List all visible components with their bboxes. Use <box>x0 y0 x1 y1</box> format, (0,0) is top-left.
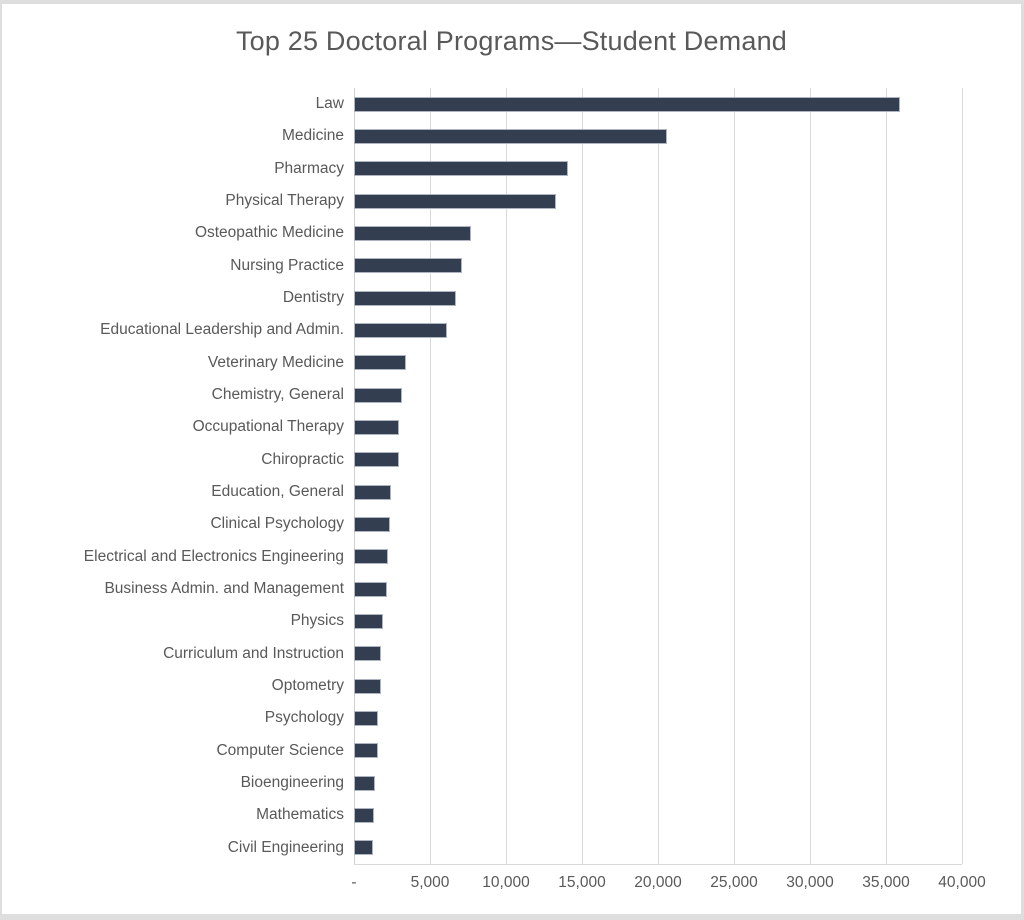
category-label: Optometry <box>271 677 344 695</box>
chart-row <box>354 282 962 314</box>
gridline <box>506 88 507 864</box>
x-tick-label: 30,000 <box>786 873 834 891</box>
chart-row <box>354 347 962 379</box>
category-label: Educational Leadership and Admin. <box>100 321 344 339</box>
chart-row <box>354 767 962 799</box>
category-label: Medicine <box>281 127 344 145</box>
chart-row <box>354 153 962 185</box>
chart-title: Top 25 Doctoral Programs—Student Demand <box>235 26 788 56</box>
x-tick-label: 25,000 <box>710 873 758 891</box>
bar-chemistry-general <box>354 387 402 403</box>
bar-medicine <box>354 128 668 144</box>
x-tick-label: 35,000 <box>862 873 910 891</box>
chart-row <box>354 508 962 540</box>
chart-row <box>354 444 962 476</box>
chart-row <box>354 670 962 702</box>
category-label: Veterinary Medicine <box>207 353 344 371</box>
chart-row <box>354 314 962 346</box>
bar-law <box>354 96 900 112</box>
gridline <box>354 88 355 864</box>
category-label: Psychology <box>264 709 344 727</box>
category-label: Pharmacy <box>274 159 344 177</box>
x-tick-label: 5,000 <box>410 873 450 891</box>
gridline <box>734 88 735 864</box>
bar-chart: Law Medicine Pharmacy Physical Therapy Osteo… <box>14 88 986 891</box>
chart-row <box>354 799 962 831</box>
gridline <box>962 88 963 864</box>
category-label: Bioengineering <box>240 774 344 792</box>
category-label: Physics <box>290 612 344 630</box>
category-label: Curriculum and Instruction <box>163 644 344 662</box>
bar-chiropractic <box>354 452 399 468</box>
chart-row <box>354 411 962 443</box>
category-label: Civil Engineering <box>227 838 344 856</box>
bar-electrical-and-electronics-engineering <box>354 549 389 565</box>
category-label: Osteopathic Medicine <box>194 224 344 242</box>
bar-bioengineering <box>354 775 375 791</box>
bar-osteopathic-medicine <box>354 225 472 241</box>
chart-row <box>354 217 962 249</box>
chart-row <box>354 541 962 573</box>
x-tick-label: 15,000 <box>558 873 606 891</box>
chart-row <box>354 573 962 605</box>
category-label: Business Admin. and Management <box>104 580 344 598</box>
category-label: Mathematics <box>256 806 344 824</box>
category-label: Dentistry <box>282 289 344 307</box>
category-label: Nursing Practice <box>230 256 344 274</box>
plot-area: - 5,000 10,000 15,000 20,000 25,000 30,000 35,0… <box>351 88 986 891</box>
bar-curriculum-and-instruction <box>354 646 382 662</box>
bar-optometry <box>354 678 381 694</box>
gridline <box>658 88 659 864</box>
bar-physical-therapy <box>354 193 557 209</box>
x-tick-label: 10,000 <box>482 873 530 891</box>
category-label: Computer Science <box>216 741 344 759</box>
chart-row <box>354 88 962 120</box>
bar-veterinary-medicine <box>354 355 406 371</box>
bar-nursing-practice <box>354 258 462 274</box>
chart-row <box>354 379 962 411</box>
category-label: Occupational Therapy <box>192 418 344 436</box>
x-tick-label: - <box>351 873 357 891</box>
x-tick-label: 20,000 <box>634 873 682 891</box>
bar-psychology <box>354 710 379 726</box>
chart-row <box>354 120 962 152</box>
value-axis: - 5,000 10,000 15,000 20,000 25,000 30,000 35,0… <box>351 864 985 898</box>
bar-occupational-therapy <box>354 419 399 435</box>
bar-education-general <box>354 484 392 500</box>
chart-row <box>354 250 962 282</box>
chart-row <box>354 476 962 508</box>
gridline <box>430 88 431 864</box>
chart-row <box>354 605 962 637</box>
bar-pharmacy <box>354 161 569 177</box>
gridline <box>582 88 583 864</box>
chart-row <box>354 185 962 217</box>
chart-page: Top 25 Doctoral Programs—Student Demand … <box>2 4 1021 914</box>
category-label: Physical Therapy <box>225 192 344 210</box>
chart-row <box>354 702 962 734</box>
category-label: Clinical Psychology <box>210 515 344 533</box>
chart-row <box>354 832 962 864</box>
bar-clinical-psychology <box>354 516 390 532</box>
gridline <box>810 88 811 864</box>
bar-computer-science <box>354 743 378 759</box>
chart-row <box>354 735 962 767</box>
bar-educational-leadership-and-admin <box>354 322 447 338</box>
chart-row <box>354 638 962 670</box>
bar-business-admin-and-management <box>354 581 387 597</box>
gridline <box>886 88 887 864</box>
category-label: Education, General <box>211 483 344 501</box>
category-label: Electrical and Electronics Engineering <box>83 547 344 565</box>
x-tick-label: 40,000 <box>938 873 986 891</box>
category-label: Law <box>315 95 344 113</box>
category-label: Chiropractic <box>261 450 344 468</box>
bar-physics <box>354 613 383 629</box>
bar-dentistry <box>354 290 456 306</box>
category-label: Chemistry, General <box>211 386 344 404</box>
category-axis: Law Medicine Pharmacy Physical Therapy Osteo… <box>14 88 354 865</box>
bar-civil-engineering <box>354 840 373 856</box>
bar-mathematics <box>354 807 374 823</box>
